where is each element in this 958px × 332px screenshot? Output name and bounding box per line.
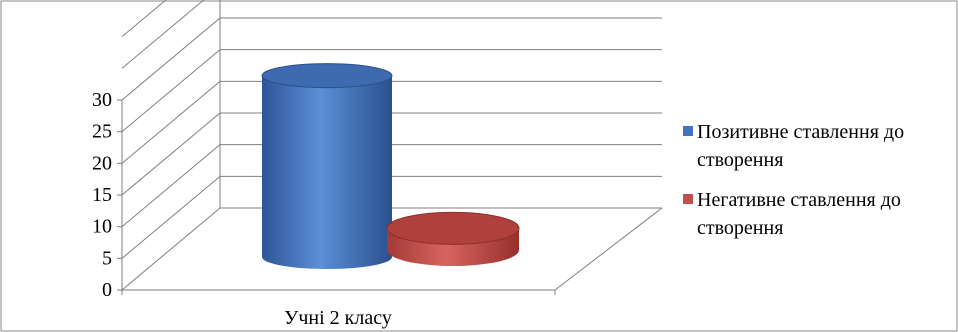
legend-item-positive: Позитивне ставлення до створення [683,118,953,174]
gridline-side [121,0,205,69]
legend-swatch-positive [683,126,693,136]
bar-negative-top [386,211,520,245]
gridline-side [121,175,221,259]
gridline-side [121,112,221,196]
y-tick-label: 10 [92,216,112,238]
y-tick-label: 20 [92,152,112,174]
bar-negative [386,211,520,266]
x-tick-label: Учні 2 класу [284,307,392,329]
legend: Позитивне ставлення до створення Негатив… [683,118,953,254]
gridline-side [121,17,221,101]
y-axis-ticks: 0 5 10 15 20 25 30 [92,89,112,301]
legend-label-negative: Негативне ставлення до створення [697,189,901,239]
gridline-side [121,207,221,291]
bar-positive-top [261,63,393,89]
floor-edge [554,207,663,291]
y-tick-label: 30 [92,89,112,111]
gridline-side [121,80,221,164]
gridline-side [121,49,221,133]
y-tick-label: 5 [102,247,112,269]
bar-positive [261,63,393,270]
y-tick-label: 0 [102,279,112,301]
bar-positive-body [262,75,392,270]
y-tick-label: 25 [92,121,112,143]
legend-label-positive: Позитивне ставлення до створення [697,121,905,171]
bars [261,63,520,270]
gridline-side [121,144,221,228]
legend-item-negative: Негативне ставлення до створення [683,186,953,242]
y-tick-label: 15 [92,184,112,206]
legend-swatch-negative [683,194,693,204]
gridline-side [121,0,167,38]
